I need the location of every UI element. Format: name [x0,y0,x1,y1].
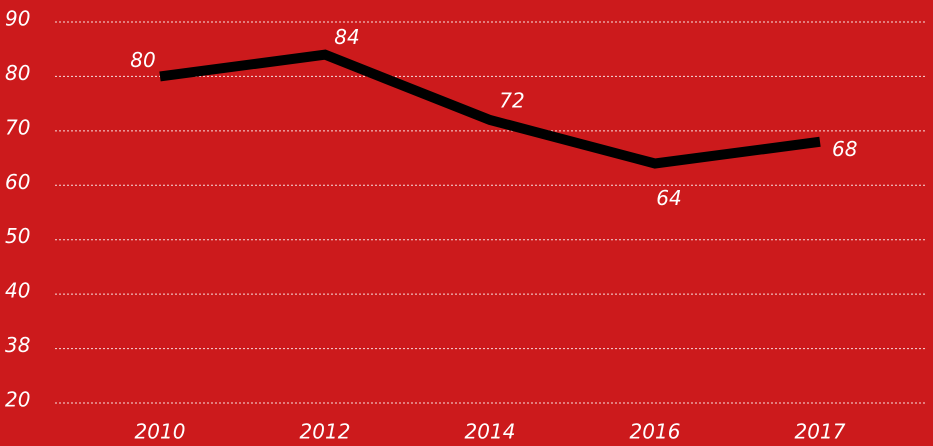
y-tick-label: 90 [5,7,30,31]
data-label: 72 [499,88,524,112]
y-tick-label: 38 [5,333,30,357]
x-tick-label: 2016 [630,420,681,444]
x-tick-label: 2012 [300,420,351,444]
y-tick-label: 80 [5,61,30,85]
y-tick-label: 50 [5,224,30,248]
x-tick-label: 2010 [135,420,186,444]
y-tick-label: 20 [5,388,30,412]
x-tick-label: 2017 [795,420,846,444]
data-label: 68 [832,137,857,161]
line [159,49,821,169]
y-tick-label: 60 [5,170,30,194]
data-label: 84 [334,25,359,49]
y-tick-label: 40 [5,279,30,303]
data-label: 80 [130,48,155,72]
x-tick-label: 2014 [465,420,516,444]
data-label: 64 [656,186,681,210]
y-tick-label: 70 [5,115,30,139]
